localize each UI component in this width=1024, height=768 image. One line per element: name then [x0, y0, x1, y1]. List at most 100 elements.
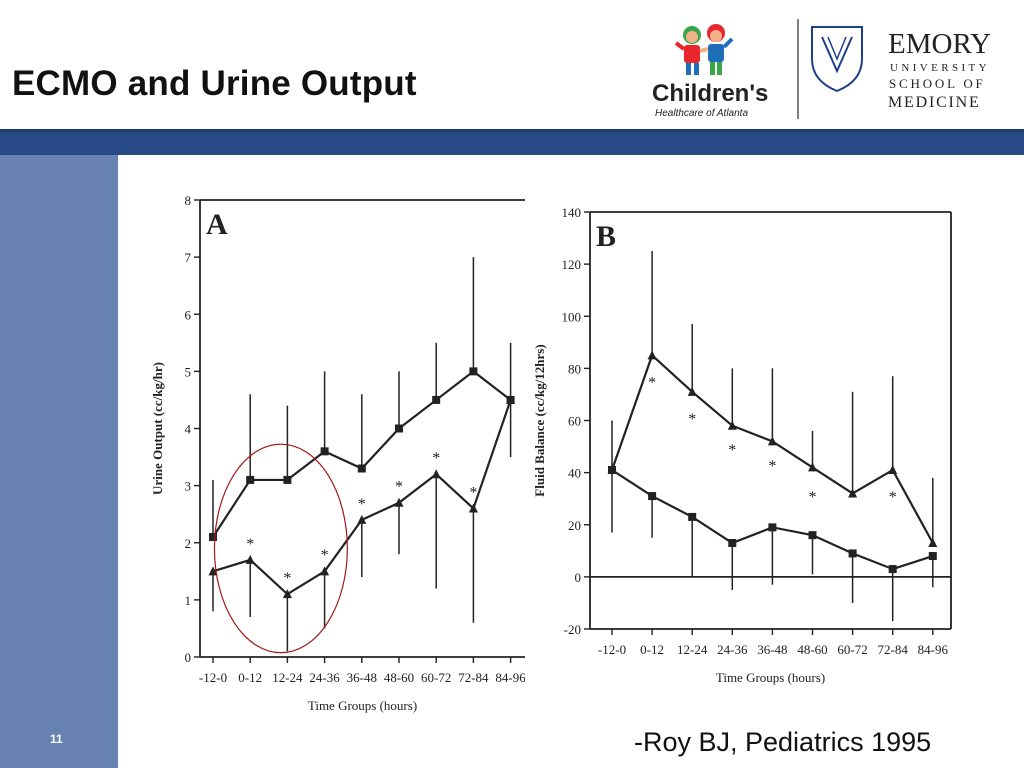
chart-b-x-tick-label: 12-24 [677, 642, 708, 657]
chart-a-significance-asterisk: * [246, 536, 254, 553]
chart-b-x-axis-label: Time Groups (hours) [716, 670, 825, 685]
chart-b-significance-asterisk: * [889, 489, 897, 506]
chart-b-panel-label: B [596, 220, 616, 253]
chart-b-y-tick-label: 140 [562, 205, 582, 220]
chart-a-series-1-point [208, 566, 218, 576]
chart-b-series-0-point [808, 462, 817, 472]
chart-b-significance-asterisk: * [809, 489, 817, 506]
chart-a-x-tick-label: -12-0 [199, 670, 227, 685]
chart-b-series-0-point [727, 420, 737, 430]
chart-a-y-tick-label: 2 [185, 536, 192, 551]
chart-a-x-tick-label: 36-48 [347, 670, 377, 685]
chart-a-x-tick-label: 84-96 [495, 670, 525, 685]
chart-a-x-tick-label: 72-84 [458, 670, 489, 685]
chart-a-panel-label: A [206, 208, 228, 241]
chart-a-series-1-point [468, 503, 478, 513]
chart-b-y-tick-label: 60 [568, 414, 581, 429]
chart-b-x-tick-label: 0-12 [640, 642, 664, 657]
header-bar-line [0, 129, 1024, 132]
header-bar [0, 129, 1024, 155]
chart-a-y-tick-label: 0 [185, 650, 192, 665]
chart-b-series-0-point [848, 488, 858, 498]
chart-b-significance-asterisk: * [768, 458, 776, 475]
chart-b-series-0-point [767, 436, 777, 446]
chart-a-series-1-point [320, 566, 330, 576]
chart-b-series-1-point [928, 552, 937, 561]
chart-b-svg: -20 0 20 40 60 80 100 120 140 -12-0 0-12 12-24 24-36… [532, 205, 952, 685]
chart-b-x-tick-label: 36-48 [757, 642, 787, 657]
left-sidebar-bar [0, 155, 118, 768]
childrens-kids-icon [674, 24, 734, 75]
chart-a: 0 1 2 3 4 5 6 7 8 -12-0 0-12 12-24 24-36 36-48 48-60 60… [140, 175, 526, 755]
chart-b-y-tick-label: 0 [575, 570, 582, 585]
chart-a-x-tick-label: 60-72 [421, 670, 451, 685]
chart-a-x-tick-label: 24-36 [309, 670, 340, 685]
chart-a-series-1-point [431, 469, 441, 479]
chart-a-y-tick-label: 4 [185, 422, 192, 437]
emory-school-of: SCHOOL OF [889, 76, 986, 91]
citation: -Roy BJ, Pediatrics 1995 [634, 727, 932, 757]
chart-a-significance-asterisk: * [283, 570, 291, 587]
chart-a-y-axis-label: Urine Output (cc/kg/hr) [150, 362, 165, 495]
chart-a-significance-asterisk: * [432, 450, 440, 467]
chart-b: -20 0 20 40 60 80 100 120 140 -12-0 0-12 12-24 24-36… [528, 195, 958, 720]
chart-b-x-tick-label: 84-96 [918, 642, 949, 657]
childrens-subtitle: Healthcare of Atlanta [655, 108, 748, 119]
page-number: 11 [50, 732, 63, 746]
chart-b-series-0-point [687, 386, 697, 396]
chart-a-y-tick-label: 8 [185, 193, 192, 208]
slide-title: ECMO and Urine Output [12, 64, 417, 103]
chart-b-series-0-point [647, 350, 657, 360]
chart-a-y-tick-label: 7 [185, 250, 192, 265]
emory-university: UNIVERSITY [890, 62, 990, 74]
chart-a-x-axis-label: Time Groups (hours) [308, 698, 417, 713]
chart-a-significance-asterisk: * [469, 484, 477, 501]
chart-b-series-1-point [808, 531, 817, 540]
chart-b-series-1-point [648, 492, 657, 501]
chart-b-y-tick-label: 80 [568, 361, 581, 376]
chart-a-series-0-point [283, 475, 292, 484]
chart-a-y-tick-label: 3 [185, 479, 192, 494]
chart-a-svg: 0 1 2 3 4 5 6 7 8 -12-0 0-12 12-24 24-36 36-48 48-60 60… [150, 193, 526, 713]
chart-a-series-0-point [469, 367, 478, 376]
chart-a-significance-asterisk: * [321, 547, 329, 564]
chart-a-series-1-point [506, 394, 516, 404]
chart-a-series-0-point [357, 464, 366, 473]
chart-a-significance-asterisk: * [358, 496, 366, 513]
chart-b-series-1-point [608, 466, 616, 475]
chart-a-series-0-point [320, 447, 329, 456]
chart-a-y-tick-label: 1 [185, 593, 192, 608]
chart-a-series-1-point [282, 589, 292, 599]
chart-b-series-1-point [848, 549, 857, 558]
chart-a-series-1-point [357, 514, 367, 524]
chart-b-significance-asterisk: * [688, 411, 696, 428]
chart-b-y-tick-label: 120 [562, 257, 582, 272]
chart-a-y-tick-label: 6 [185, 307, 192, 322]
chart-a-x-tick-label: 0-12 [238, 670, 262, 685]
chart-b-y-tick-label: 100 [562, 309, 582, 324]
chart-b-y-axis-label: Fluid Balance (cc/kg/12hrs) [532, 344, 547, 496]
childrens-name: Children's [652, 80, 768, 107]
chart-a-highlight-circle [213, 443, 348, 654]
logo-area: Children's Healthcare of Atlanta EMORY U… [650, 15, 1010, 125]
chart-b-significance-asterisk: * [648, 374, 656, 391]
chart-b-x-tick-label: 72-84 [878, 642, 909, 657]
chart-a-series-0-point [395, 424, 403, 433]
logos-svg: Children's Healthcare of Atlanta EMORY U… [652, 19, 991, 119]
chart-b-y-tick-label: 20 [568, 518, 581, 533]
chart-a-x-tick-label: 48-60 [384, 670, 414, 685]
chart-a-y-tick-label: 5 [185, 364, 192, 379]
chart-b-x-tick-label: 60-72 [837, 642, 867, 657]
chart-a-series-1-point [245, 554, 255, 564]
chart-a-series-0-point [209, 533, 217, 542]
emory-shield-icon [811, 26, 863, 93]
chart-b-x-tick-label: 24-36 [717, 642, 748, 657]
chart-b-series-1-point [728, 538, 737, 547]
chart-b-x-tick-label: -12-0 [598, 642, 626, 657]
emory-medicine: MEDICINE [888, 94, 981, 111]
chart-b-x-tick-label: 48-60 [797, 642, 827, 657]
chart-b-series-0-point [928, 537, 938, 547]
chart-a-significance-asterisk: * [395, 479, 403, 496]
chart-b-series-1-point [888, 565, 897, 574]
chart-a-series-1-point [394, 497, 404, 507]
